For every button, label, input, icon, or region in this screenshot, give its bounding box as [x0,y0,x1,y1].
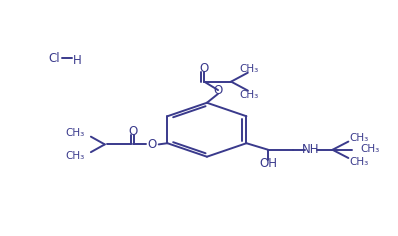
Text: CH₃: CH₃ [66,151,85,161]
Text: CH₃: CH₃ [349,157,369,167]
Text: CH₃: CH₃ [349,133,369,143]
Text: O: O [213,84,222,97]
Text: O: O [148,138,157,151]
Text: H: H [73,55,82,67]
Text: OH: OH [259,157,277,170]
Text: Cl: Cl [49,52,60,65]
Text: O: O [128,125,137,138]
Text: O: O [199,62,209,75]
Text: CH₃: CH₃ [239,89,258,100]
Text: CH₃: CH₃ [239,64,258,74]
Text: NH: NH [302,143,320,156]
Text: CH₃: CH₃ [360,144,380,154]
Text: CH₃: CH₃ [66,128,85,138]
